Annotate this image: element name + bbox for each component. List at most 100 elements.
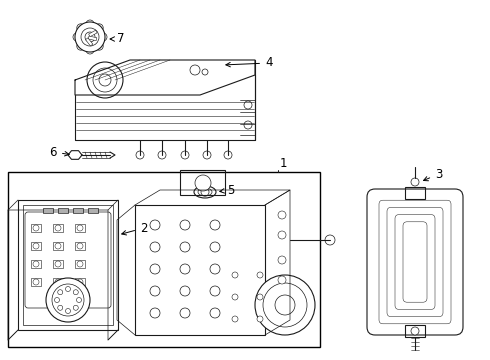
Circle shape	[210, 264, 220, 274]
Bar	[53, 260, 63, 268]
Circle shape	[58, 290, 63, 295]
Circle shape	[95, 24, 103, 32]
Circle shape	[77, 243, 83, 249]
Circle shape	[180, 286, 190, 296]
FancyBboxPatch shape	[367, 189, 463, 335]
Bar	[75, 224, 85, 232]
Circle shape	[202, 69, 208, 75]
Bar	[58, 208, 68, 213]
Bar	[53, 224, 63, 232]
Bar	[88, 36, 97, 41]
Circle shape	[275, 295, 295, 315]
Circle shape	[52, 284, 84, 316]
Circle shape	[278, 211, 286, 219]
Bar	[86, 38, 93, 46]
Circle shape	[411, 178, 419, 186]
Circle shape	[257, 294, 263, 300]
Circle shape	[77, 279, 83, 285]
Circle shape	[190, 65, 200, 75]
Circle shape	[232, 272, 238, 278]
Circle shape	[95, 42, 103, 50]
Circle shape	[201, 188, 209, 196]
Circle shape	[210, 242, 220, 252]
Circle shape	[180, 242, 190, 252]
Circle shape	[86, 20, 94, 28]
Bar	[405, 325, 425, 337]
Text: 6: 6	[49, 145, 69, 158]
Circle shape	[244, 101, 252, 109]
Circle shape	[99, 74, 111, 86]
Circle shape	[232, 294, 238, 300]
Bar	[75, 242, 85, 250]
Bar	[75, 278, 85, 286]
Circle shape	[99, 33, 107, 41]
Circle shape	[55, 279, 61, 285]
Circle shape	[180, 264, 190, 274]
Circle shape	[195, 175, 211, 191]
FancyBboxPatch shape	[387, 207, 443, 316]
FancyBboxPatch shape	[403, 222, 427, 302]
Bar	[31, 260, 41, 268]
Circle shape	[75, 22, 105, 52]
Ellipse shape	[393, 226, 437, 298]
Text: 5: 5	[220, 184, 234, 197]
Circle shape	[257, 316, 263, 322]
Bar	[8, 172, 320, 347]
Ellipse shape	[387, 216, 443, 307]
Circle shape	[150, 308, 160, 318]
Circle shape	[203, 151, 211, 159]
Circle shape	[93, 68, 117, 92]
Circle shape	[54, 297, 59, 302]
Text: 3: 3	[423, 167, 442, 181]
Bar	[31, 278, 41, 286]
Circle shape	[150, 264, 160, 274]
Circle shape	[210, 308, 220, 318]
Circle shape	[244, 121, 252, 129]
Circle shape	[224, 151, 232, 159]
Circle shape	[263, 283, 307, 327]
Circle shape	[76, 297, 81, 302]
Circle shape	[181, 151, 189, 159]
Circle shape	[325, 235, 335, 245]
Circle shape	[257, 272, 263, 278]
Ellipse shape	[198, 188, 212, 196]
Circle shape	[55, 261, 61, 267]
FancyBboxPatch shape	[379, 200, 451, 324]
Circle shape	[210, 220, 220, 230]
Bar	[23, 205, 113, 325]
Circle shape	[180, 308, 190, 318]
Text: 4: 4	[226, 57, 272, 69]
Bar	[43, 208, 53, 213]
Ellipse shape	[375, 197, 455, 327]
Ellipse shape	[381, 207, 449, 317]
Circle shape	[33, 243, 39, 249]
Bar	[88, 208, 98, 213]
Bar	[31, 224, 41, 232]
Circle shape	[77, 261, 83, 267]
Circle shape	[58, 305, 63, 310]
Circle shape	[33, 225, 39, 231]
Bar	[180, 170, 225, 195]
Circle shape	[77, 42, 85, 50]
Circle shape	[55, 225, 61, 231]
Bar	[89, 30, 97, 37]
Circle shape	[66, 309, 71, 314]
Ellipse shape	[399, 236, 431, 288]
Circle shape	[150, 286, 160, 296]
Circle shape	[74, 290, 78, 295]
Circle shape	[77, 24, 85, 32]
Bar	[135, 205, 265, 335]
Circle shape	[411, 327, 419, 335]
Circle shape	[255, 275, 315, 335]
Circle shape	[86, 46, 94, 54]
Circle shape	[33, 261, 39, 267]
Circle shape	[77, 225, 83, 231]
Bar	[53, 242, 63, 250]
FancyBboxPatch shape	[395, 215, 435, 309]
Text: 2: 2	[122, 221, 147, 235]
Bar	[405, 187, 425, 199]
Circle shape	[180, 220, 190, 230]
Bar	[53, 278, 63, 286]
Circle shape	[158, 151, 166, 159]
Circle shape	[81, 28, 99, 46]
